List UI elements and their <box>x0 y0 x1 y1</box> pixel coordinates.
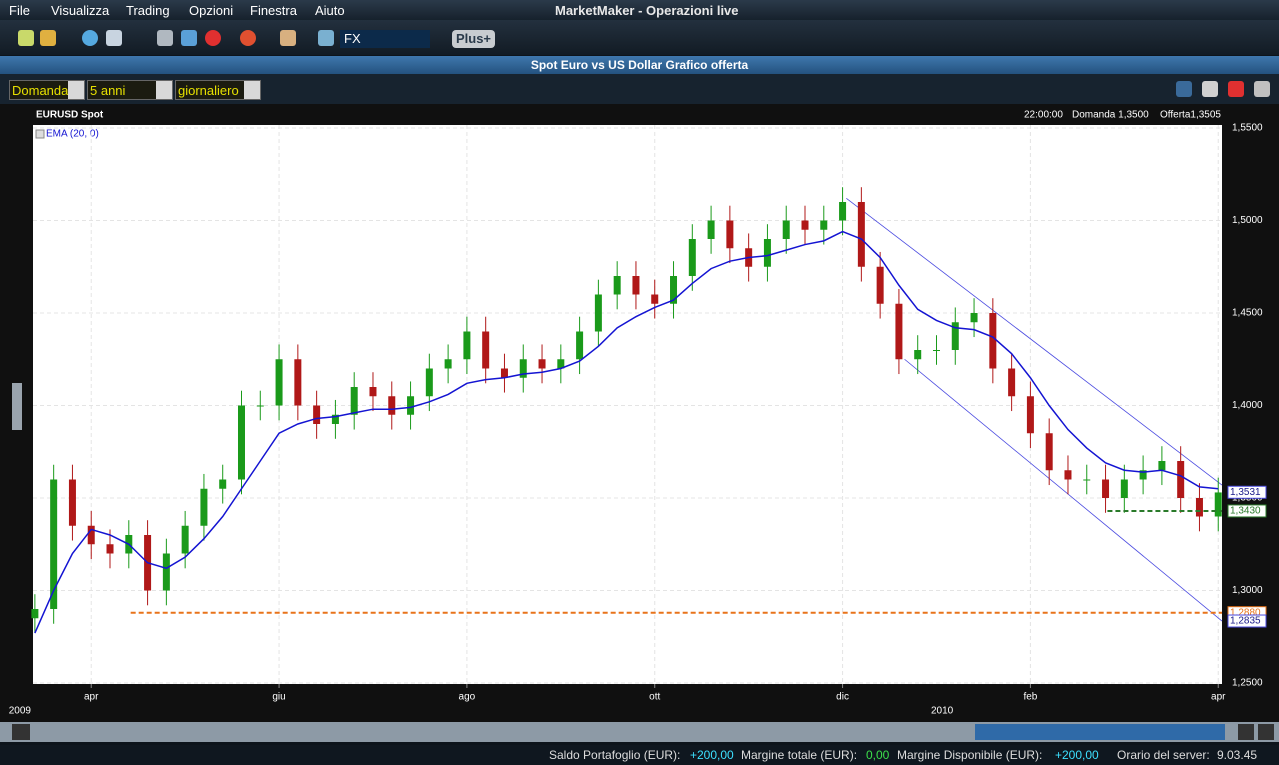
candle-body <box>426 369 433 397</box>
status-bar: Saldo Portafoglio (EUR): +200,00 Margine… <box>0 745 1279 765</box>
y-tick-label: 1,3000 <box>1232 585 1263 596</box>
y-tick-label: 1,4500 <box>1232 308 1263 319</box>
candle-body <box>445 359 452 368</box>
candle-body <box>1064 470 1071 479</box>
candle-body <box>107 544 114 553</box>
candle-body <box>839 202 846 221</box>
x-tick-label: giu <box>272 692 285 703</box>
candle-body <box>858 202 865 267</box>
candle-body <box>539 359 546 368</box>
candle-body <box>1027 396 1034 433</box>
candle-body <box>69 480 76 526</box>
status-value: +200,00 <box>1055 745 1099 765</box>
x-tick-label: dic <box>836 692 849 703</box>
scroll-thumb[interactable] <box>975 724 1225 740</box>
candle-body <box>482 332 489 369</box>
candle-body <box>726 221 733 249</box>
candle-body <box>989 313 996 369</box>
year-label: 2009 <box>9 706 32 717</box>
status-label: Margine totale (EUR): <box>741 745 857 765</box>
candle-body <box>1008 369 1015 397</box>
candle-body <box>651 295 658 304</box>
candle-body <box>1102 480 1109 499</box>
candle-body <box>1177 461 1184 498</box>
candle-body <box>31 609 38 618</box>
candle-body <box>764 239 771 267</box>
candle-body <box>1215 492 1222 516</box>
candle-body <box>1083 480 1090 481</box>
candle-body <box>238 406 245 480</box>
candle-body <box>369 387 376 396</box>
y-tick-label: 1,2500 <box>1232 678 1263 689</box>
plot-area <box>33 125 1222 684</box>
candle-body <box>1046 433 1053 470</box>
candle-body <box>219 480 226 489</box>
candle-body <box>1121 480 1128 499</box>
candle-body <box>802 221 809 230</box>
quote-time: 22:00:00 <box>1024 110 1063 121</box>
candle-body <box>388 396 395 415</box>
candle-body <box>895 304 902 360</box>
zoom-fit[interactable] <box>12 724 30 740</box>
candle-body <box>914 350 921 359</box>
candle-body <box>88 526 95 545</box>
year-label: 2010 <box>931 706 954 717</box>
x-tick-label: apr <box>84 692 99 703</box>
candle-body <box>783 221 790 240</box>
candle-body <box>689 239 696 276</box>
candle-body <box>595 295 602 332</box>
x-tick-label: ott <box>649 692 660 703</box>
candle-body <box>200 489 207 526</box>
status-label: Margine Disponibile (EUR): <box>897 745 1042 765</box>
indicator-close[interactable] <box>36 130 44 138</box>
status-label: Orario del server: <box>1117 745 1210 765</box>
candle-body <box>257 406 264 407</box>
candle-body <box>313 406 320 425</box>
y-tick-label: 1,5500 <box>1232 123 1263 134</box>
y-tick-label: 1,5000 <box>1232 215 1263 226</box>
candle-body <box>708 221 715 240</box>
candle-body <box>1158 461 1165 470</box>
zoom-out[interactable] <box>1238 724 1254 740</box>
zoom-in[interactable] <box>1258 724 1274 740</box>
candle-body <box>276 359 283 405</box>
candle-body <box>501 369 508 378</box>
candle-body <box>351 387 358 415</box>
status-value: 9.03.45 <box>1217 745 1257 765</box>
candle-body <box>971 313 978 322</box>
status-value: +200,00 <box>690 745 734 765</box>
y-tick-label: 1,4000 <box>1232 400 1263 411</box>
candle-body <box>1196 498 1203 517</box>
candle-body <box>614 276 621 295</box>
last-price-tag-label: 1,3531 <box>1230 487 1261 498</box>
candle-body <box>182 526 189 554</box>
candle-body <box>576 332 583 360</box>
channel-end-tag-label: 1,2835 <box>1230 616 1261 627</box>
quote-ask: Offerta1,3505 <box>1160 110 1221 121</box>
candle-body <box>407 396 414 415</box>
x-tick-label: ago <box>459 692 476 703</box>
x-tick-label: feb <box>1023 692 1037 703</box>
candle-body <box>294 359 301 405</box>
status-value: 0,00 <box>866 745 889 765</box>
candle-body <box>933 350 940 351</box>
candle-body <box>463 332 470 360</box>
status-label: Saldo Portafoglio (EUR): <box>549 745 680 765</box>
side-handle[interactable] <box>12 383 22 430</box>
quote-bid: Domanda 1,3500 <box>1072 110 1149 121</box>
candle-body <box>632 276 639 295</box>
candle-body <box>877 267 884 304</box>
level-label: 1,3430 <box>1230 506 1261 517</box>
chart: EURUSD Spot 22:00:00 Domanda 1,3500 Offe… <box>0 0 1279 745</box>
chart-title: EURUSD Spot <box>36 110 104 121</box>
x-tick-label: apr <box>1211 692 1226 703</box>
candle-body <box>820 221 827 230</box>
candle-body <box>163 554 170 591</box>
